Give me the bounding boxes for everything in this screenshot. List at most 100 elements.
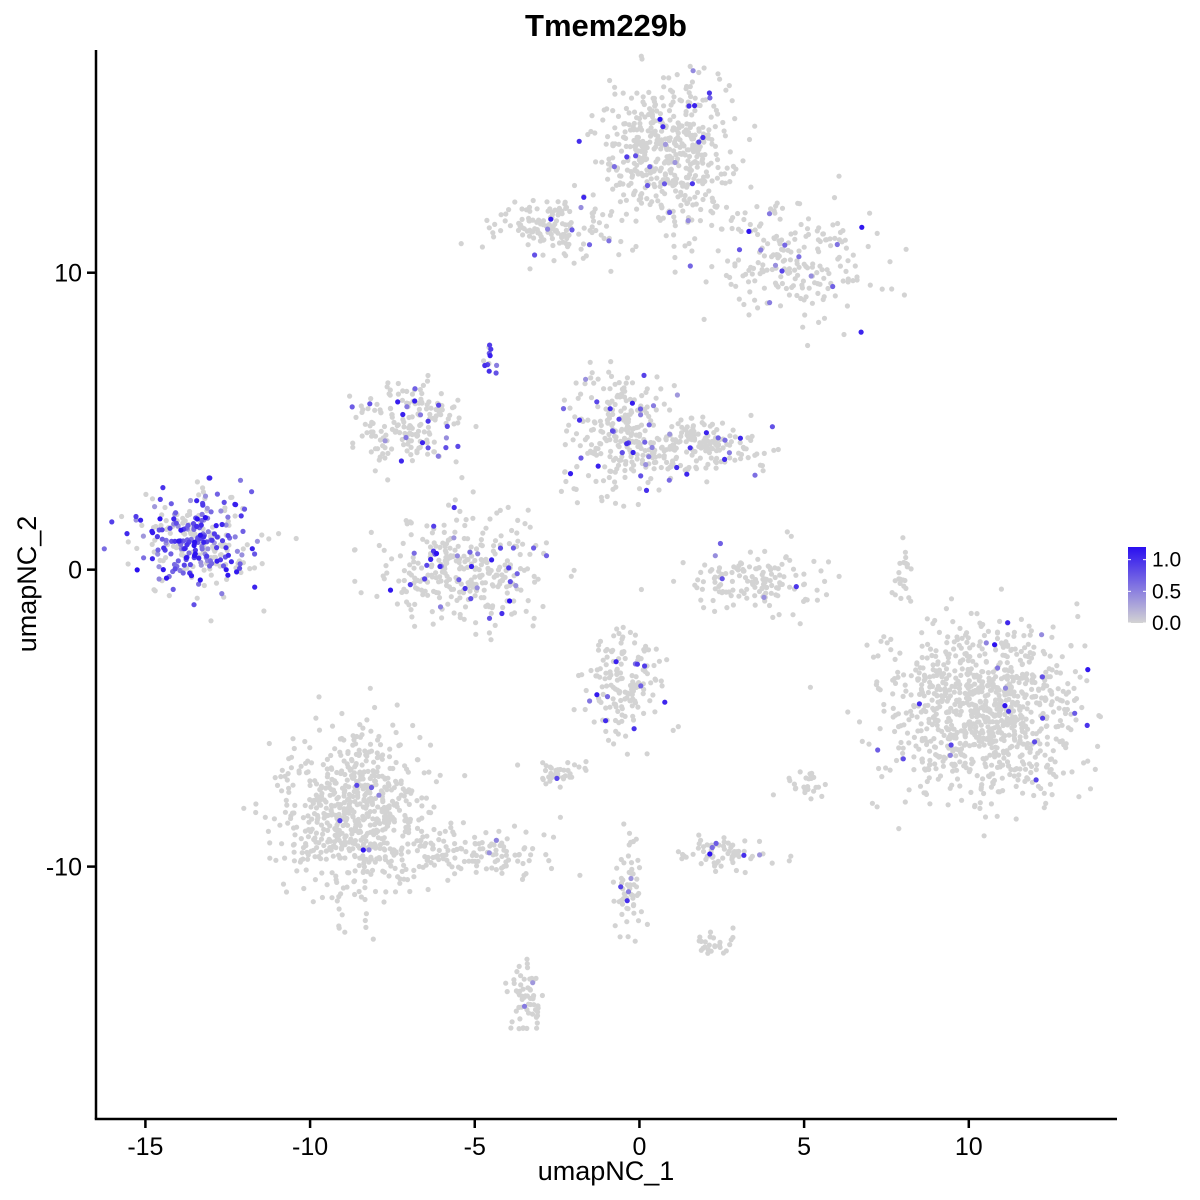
cell-point xyxy=(958,752,965,758)
cell-point xyxy=(927,646,934,652)
cell-point xyxy=(736,296,742,302)
cell-point xyxy=(470,489,476,495)
cell-point xyxy=(568,573,574,579)
cell-point xyxy=(626,122,632,128)
cell-point xyxy=(555,212,561,218)
cell-point xyxy=(623,197,630,203)
cell-point xyxy=(337,736,343,742)
cell-point xyxy=(752,602,758,608)
cell-point xyxy=(516,1026,522,1032)
cell-point xyxy=(673,152,679,158)
cell-point xyxy=(380,573,386,579)
cell-point xyxy=(328,807,334,814)
cell-point xyxy=(643,643,649,649)
cell-point xyxy=(792,267,798,273)
cell-point xyxy=(204,505,210,511)
cell-point xyxy=(714,175,721,181)
cell-point xyxy=(489,865,495,871)
cell-point xyxy=(687,124,693,131)
cell-point xyxy=(521,976,527,982)
cell-point xyxy=(705,132,711,138)
cell-point xyxy=(823,592,830,598)
cell-point xyxy=(784,529,790,535)
cell-point xyxy=(160,567,166,573)
cell-point xyxy=(654,175,660,181)
cell-point xyxy=(352,578,358,584)
cell-point xyxy=(557,814,564,820)
cell-point xyxy=(884,640,890,646)
cell-point xyxy=(396,795,402,802)
cell-point xyxy=(490,230,496,236)
cell-point xyxy=(363,924,369,931)
cell-point xyxy=(786,858,792,864)
cell-point xyxy=(608,648,615,654)
cell-point xyxy=(197,532,203,538)
cell-point xyxy=(696,128,702,134)
cell-point xyxy=(241,805,247,811)
cell-point xyxy=(890,705,896,712)
cell-point xyxy=(644,140,650,147)
cell-point xyxy=(696,832,702,838)
cell-point xyxy=(394,601,400,607)
cell-point xyxy=(966,690,972,697)
cell-point xyxy=(826,270,832,277)
cell-point xyxy=(998,640,1005,646)
cell-point xyxy=(504,989,510,995)
cell-point xyxy=(375,828,381,834)
cell-point xyxy=(721,846,728,852)
cell-point xyxy=(688,415,694,421)
cell-point xyxy=(976,719,982,725)
cell-point xyxy=(900,756,906,762)
cell-point xyxy=(859,224,865,230)
cell-point xyxy=(991,702,998,708)
cell-point xyxy=(658,678,664,684)
cell-point xyxy=(604,106,610,112)
cell-point xyxy=(492,859,498,865)
cell-point xyxy=(472,566,478,572)
cell-point xyxy=(673,188,679,194)
cell-point xyxy=(968,708,974,714)
cell-point xyxy=(629,430,635,436)
cell-point xyxy=(671,148,677,154)
cell-point xyxy=(723,589,729,595)
cell-point xyxy=(966,696,972,702)
cell-point xyxy=(372,468,378,474)
cell-point xyxy=(502,562,508,568)
cell-point xyxy=(221,499,227,505)
cell-point xyxy=(520,232,526,238)
cell-point xyxy=(591,719,597,725)
cell-point xyxy=(683,111,689,118)
cell-point xyxy=(682,467,688,473)
cell-point xyxy=(642,114,648,120)
cell-point xyxy=(184,542,190,548)
cell-point xyxy=(719,420,726,426)
cell-point xyxy=(192,539,198,545)
cell-point xyxy=(479,244,485,250)
cell-point xyxy=(462,839,468,845)
cell-point xyxy=(735,226,742,232)
cell-point xyxy=(942,692,948,698)
cell-point xyxy=(632,632,639,638)
cell-point xyxy=(712,579,718,585)
cell-point xyxy=(772,574,778,581)
cell-point xyxy=(252,584,258,590)
cell-point xyxy=(202,493,209,499)
cell-point xyxy=(946,672,952,678)
cell-point xyxy=(200,489,206,495)
cell-point xyxy=(436,595,443,601)
cell-point xyxy=(982,702,989,708)
cell-point xyxy=(291,825,297,831)
cell-point xyxy=(389,412,395,418)
cell-point xyxy=(845,258,851,264)
cell-point xyxy=(724,165,730,171)
cell-point xyxy=(747,221,753,228)
cell-point xyxy=(532,579,538,585)
cell-point xyxy=(989,745,995,751)
cell-point xyxy=(428,556,434,563)
cell-point xyxy=(1050,709,1057,715)
cell-point xyxy=(875,686,882,692)
cell-point xyxy=(1034,700,1040,706)
cell-point xyxy=(344,884,350,890)
cell-point xyxy=(442,543,448,550)
cell-point xyxy=(641,101,647,108)
